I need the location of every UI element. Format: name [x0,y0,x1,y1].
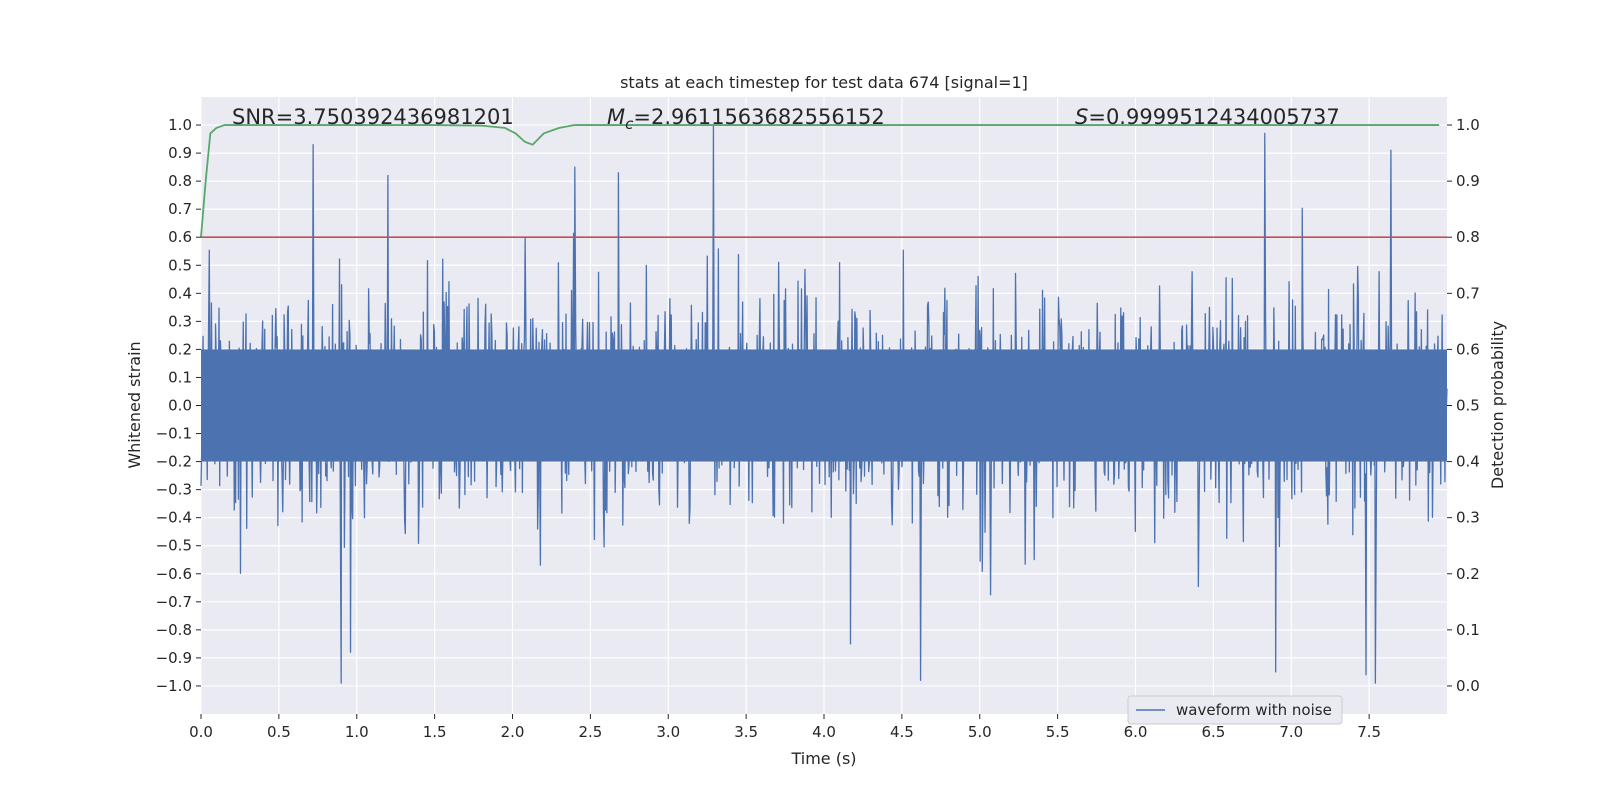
snr-annotation: SNR=3.750392436981201 [232,105,514,129]
y2-tick-label: 0.8 [1456,228,1480,246]
y-tick-label: −0.1 [156,425,192,443]
x-axis-ticks: 0.0 0.5 1.0 1.5 2.0 2.5 3.0 3.5 4.0 4.5 5.0 5.5 6.0 6… [189,714,1381,741]
y2-tick-label: 0.3 [1456,509,1480,527]
y2-tick-label: 0.2 [1456,565,1480,583]
chirp-mass-symbol: M [607,105,625,129]
y2-tick-label: 0.5 [1456,397,1480,415]
y-tick-label: −0.3 [156,481,192,499]
x-tick-label: 7.0 [1279,723,1303,741]
y2-tick-label: 0.6 [1456,340,1480,358]
x-tick-label: 5.5 [1046,723,1070,741]
y2-axis-ticks: 1.0 0.9 0.8 0.7 0.6 0.5 0.4 0.3 0.2 0.1 0.0 [1447,116,1480,695]
score-symbol: S [1075,105,1088,129]
x-tick-label: 0.5 [267,723,291,741]
x-tick-label: 2.5 [578,723,602,741]
chirp-mass-value: =2.9611563682556152 [633,105,884,129]
y-axis-ticks: 1.0 0.9 0.8 0.7 0.6 0.5 0.4 0.3 0.2 0.1 0.0 −0.1 −0.… [156,116,201,695]
x-tick-label: 1.0 [345,723,369,741]
y-tick-label: −0.2 [156,453,192,471]
chirp-mass-annotation: Mc=2.9611563682556152 [607,105,885,133]
x-tick-label: 1.5 [423,723,447,741]
y2-tick-label: 0.7 [1456,284,1480,302]
x-axis-label: Time (s) [790,749,856,768]
x-tick-label: 4.5 [890,723,914,741]
x-tick-label: 3.0 [656,723,680,741]
y-tick-label: −0.9 [156,649,192,667]
y-tick-label: −0.4 [156,509,192,527]
y-tick-label: 0.2 [168,340,192,358]
chart-title: stats at each timestep for test data 674… [620,73,1028,92]
x-tick-label: 7.5 [1357,723,1381,741]
y2-tick-label: 0.1 [1456,621,1480,639]
y2-tick-label: 0.9 [1456,172,1480,190]
y2-tick-label: 0.0 [1456,677,1480,695]
snr-annotation-text: SNR=3.750392436981201 [232,105,514,129]
y-tick-label: 0.6 [168,228,192,246]
y-tick-label: −0.6 [156,565,192,583]
detection-probability-line [200,124,1440,238]
score-value: =0.9999512434005737 [1088,105,1339,129]
y-axis-label: Whitened strain [125,341,144,468]
x-tick-label: 3.5 [734,723,758,741]
y-tick-label: 0.9 [168,144,192,162]
chirp-mass-subscript: c [625,115,634,133]
legend-box [1127,695,1343,725]
y-tick-label: −0.5 [156,537,192,555]
x-tick-label: 0.0 [189,723,213,741]
y-tick-label: −0.8 [156,621,192,639]
y-tick-label: −0.7 [156,593,192,611]
x-tick-label: 6.0 [1124,723,1148,741]
y-tick-label: 0.0 [168,397,192,415]
x-tick-label: 4.0 [812,723,836,741]
score-annotation: S=0.9999512434005737 [1075,105,1340,129]
y-tick-label: 0.7 [168,200,192,218]
y-tick-label: 0.4 [168,284,192,302]
x-tick-label: 6.5 [1201,723,1225,741]
y-tick-label: 0.8 [168,172,192,190]
legend: waveform with noise [1127,695,1343,725]
y-tick-label: 1.0 [168,116,192,134]
waveform-with-noise-line [200,124,1448,684]
y-tick-label: 0.3 [168,312,192,330]
plot-series [200,124,1448,684]
y2-tick-label: 1.0 [1456,116,1480,134]
legend-label-waveform: waveform with noise [1176,701,1332,719]
x-tick-label: 5.0 [968,723,992,741]
y-tick-label: 0.1 [168,368,192,386]
y2-axis-label: Detection probability [1488,321,1507,489]
y-tick-label: −1.0 [156,677,192,695]
y2-tick-label: 0.4 [1456,453,1480,471]
x-tick-label: 2.0 [501,723,525,741]
y-tick-label: 0.5 [168,256,192,274]
